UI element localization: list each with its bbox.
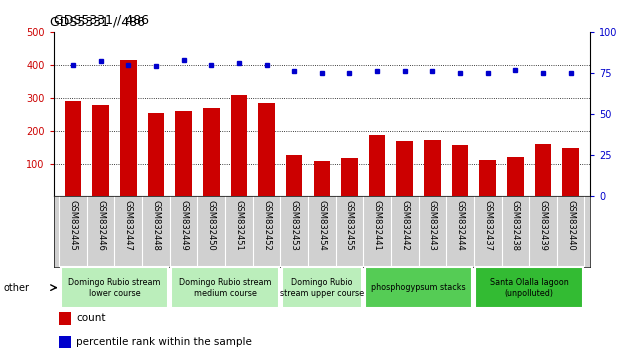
Text: count: count (76, 313, 105, 323)
Bar (230, 95, 247, 196)
Text: GSM832441: GSM832441 (372, 200, 382, 251)
Bar (369, 135, 386, 196)
Bar (341, 158, 358, 196)
Text: GDS5331 / 486: GDS5331 / 486 (54, 13, 149, 27)
Bar (258, 103, 275, 196)
Text: Domingo Rubio stream
medium course: Domingo Rubio stream medium course (179, 278, 271, 298)
Text: GSM832443: GSM832443 (428, 200, 437, 251)
Text: GDS5331 / 486: GDS5331 / 486 (50, 15, 146, 28)
Bar (92, 105, 109, 196)
Bar (171, 267, 279, 308)
Bar (507, 157, 524, 196)
Text: Domingo Rubio
stream upper course: Domingo Rubio stream upper course (280, 278, 364, 298)
Bar (534, 144, 551, 196)
Bar (120, 60, 136, 196)
Text: GSM832451: GSM832451 (234, 200, 244, 251)
Bar (424, 139, 440, 196)
Bar (65, 101, 81, 196)
Bar (475, 267, 583, 308)
Text: percentile rank within the sample: percentile rank within the sample (76, 337, 252, 347)
Text: GSM832439: GSM832439 (538, 200, 548, 251)
Text: phosphogypsum stacks: phosphogypsum stacks (371, 283, 466, 292)
Text: GSM832447: GSM832447 (124, 200, 133, 251)
Text: GSM832442: GSM832442 (400, 200, 410, 251)
Bar (452, 145, 468, 196)
Text: GSM832452: GSM832452 (262, 200, 271, 251)
Text: GSM832444: GSM832444 (456, 200, 464, 251)
Bar (396, 141, 413, 196)
Bar (148, 113, 164, 196)
Text: GSM832453: GSM832453 (290, 200, 298, 251)
Bar (562, 148, 579, 196)
Text: GSM832450: GSM832450 (207, 200, 216, 251)
Bar (59, 336, 71, 348)
Bar (480, 160, 496, 196)
Text: GSM832437: GSM832437 (483, 200, 492, 251)
Text: GSM832440: GSM832440 (566, 200, 575, 251)
Bar (175, 111, 192, 196)
Text: GSM832446: GSM832446 (96, 200, 105, 251)
Text: GSM832445: GSM832445 (69, 200, 78, 251)
Bar (314, 161, 330, 196)
Text: GSM832448: GSM832448 (151, 200, 160, 251)
Bar (286, 155, 302, 196)
Bar (281, 267, 362, 308)
Text: Domingo Rubio stream
lower course: Domingo Rubio stream lower course (68, 278, 161, 298)
Text: GSM832449: GSM832449 (179, 200, 188, 251)
Bar (365, 267, 473, 308)
Text: other: other (3, 282, 29, 293)
Bar (203, 108, 220, 196)
Bar (59, 312, 71, 325)
Bar (61, 267, 168, 308)
Text: GSM832455: GSM832455 (345, 200, 354, 251)
Text: Santa Olalla lagoon
(unpolluted): Santa Olalla lagoon (unpolluted) (490, 278, 569, 298)
Text: GSM832454: GSM832454 (317, 200, 326, 251)
Text: GSM832438: GSM832438 (511, 200, 520, 251)
